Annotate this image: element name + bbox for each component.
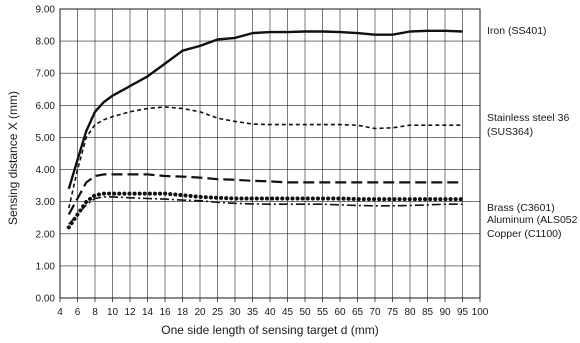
x-tick-label: 40 bbox=[264, 307, 276, 318]
x-tick-label: 80 bbox=[404, 307, 416, 318]
series-label-3: Aluminum (ALS052 bbox=[487, 214, 578, 226]
x-tick-label: 20 bbox=[194, 307, 206, 318]
series-lines bbox=[66, 29, 465, 230]
x-axis-title: One side length of sensing target d (mm) bbox=[161, 323, 378, 337]
x-tick-label: 6 bbox=[75, 307, 81, 318]
line-labels: Iron (SS401) Stainless steel 36 (SUS364) Br… bbox=[487, 25, 578, 240]
series-label-4: Copper (C1100) bbox=[487, 228, 562, 240]
series-line-2 bbox=[67, 173, 463, 216]
x-tick-label: 85 bbox=[422, 307, 434, 318]
series-label-1: Stainless steel 36 bbox=[487, 112, 569, 124]
series-label-2: Brass (C3601) bbox=[487, 202, 555, 214]
x-axis-ticks: 4 6 8 10 12 14 16 18 20 25 30 35 40 45 50 55 60 65 70 75 80 8… bbox=[57, 298, 489, 318]
y-tick-label: 9.00 bbox=[36, 5, 56, 16]
y-tick-label: 6.00 bbox=[36, 101, 56, 112]
grid bbox=[59, 8, 481, 299]
x-tick-label: 50 bbox=[299, 307, 311, 318]
x-tick-label: 8 bbox=[92, 307, 98, 318]
series-line-3 bbox=[66, 191, 465, 230]
x-tick-label: 90 bbox=[439, 307, 451, 318]
y-tick-label: 3.00 bbox=[36, 197, 56, 208]
series-label-1: (SUS364) bbox=[487, 126, 533, 138]
x-tick-label: 30 bbox=[229, 307, 241, 318]
x-tick-label: 25 bbox=[212, 307, 224, 318]
y-tick-label: 8.00 bbox=[36, 37, 56, 48]
x-tick-label: 45 bbox=[282, 307, 294, 318]
y-axis-title: Sensing distance X (mm) bbox=[6, 91, 20, 225]
x-tick-label: 55 bbox=[317, 307, 329, 318]
x-tick-label: 75 bbox=[387, 307, 399, 318]
x-tick-label: 60 bbox=[334, 307, 346, 318]
x-tick-label: 95 bbox=[457, 307, 469, 318]
series-line-0 bbox=[67, 29, 463, 190]
x-tick-label: 18 bbox=[177, 307, 189, 318]
y-tick-label: 4.00 bbox=[36, 165, 56, 176]
x-tick-label: 65 bbox=[352, 307, 364, 318]
y-tick-label: 0.00 bbox=[36, 294, 56, 305]
x-tick-label: 16 bbox=[159, 307, 171, 318]
series-label-0: Iron (SS401) bbox=[487, 25, 547, 37]
x-tick-label: 12 bbox=[124, 307, 136, 318]
x-tick-label: 4 bbox=[57, 307, 63, 318]
x-tick-label: 100 bbox=[472, 307, 489, 318]
x-tick-label: 70 bbox=[369, 307, 381, 318]
y-axis-ticks: 0.00 1.00 2.00 3.00 4.00 5.00 6.00 7.00 8.00 9.00 bbox=[36, 5, 56, 305]
y-tick-label: 7.00 bbox=[36, 69, 56, 80]
y-tick-label: 5.00 bbox=[36, 133, 56, 144]
y-tick-label: 2.00 bbox=[36, 229, 56, 240]
series-line-1 bbox=[68, 106, 463, 209]
x-tick-label: 35 bbox=[247, 307, 259, 318]
series-line-4 bbox=[68, 196, 463, 225]
y-tick-label: 1.00 bbox=[36, 261, 56, 272]
x-tick-label: 10 bbox=[107, 307, 119, 318]
x-tick-label: 14 bbox=[142, 307, 154, 318]
